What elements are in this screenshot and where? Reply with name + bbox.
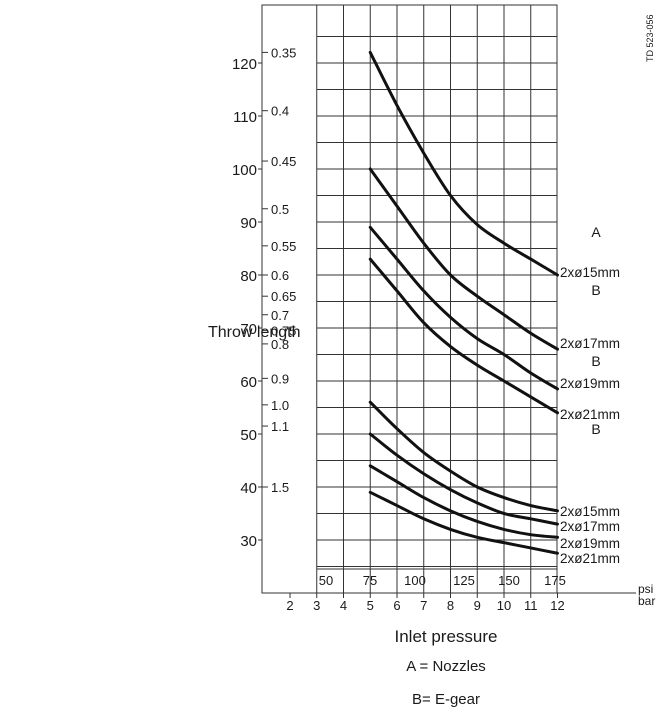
y-axis-ticks: 30 40 50 60 70 80 90 100 110 120 [232,56,262,550]
y-tick-label: 90 [240,215,257,232]
x-psi-tick-label: 100 [404,573,426,588]
secondary-tick-label: 0.5 [271,202,289,217]
secondary-tick-label: 0.9 [271,371,289,386]
x-bar-tick-label: 5 [367,598,374,613]
x-bar-tick-label: 12 [550,598,564,613]
x-bar-tick-label: 10 [497,598,511,613]
curve-a-2 [368,167,559,351]
secondary-tick-label: 0.7 [271,308,289,323]
group-label: B [591,421,600,437]
secondary-tick-label: 0.4 [271,104,289,119]
x-bar-tick-label: 8 [447,598,454,613]
y-tick-label: 120 [232,56,257,73]
secondary-tick-label: 1.0 [271,398,289,413]
group-label: B [591,282,600,298]
secondary-tick-label: 0.55 [271,239,296,254]
series-label: 2xø21mm [560,407,620,422]
x-psi-tick-label: 150 [498,573,520,588]
x-bar-tick-label: 11 [524,598,538,613]
y-tick-label: 110 [233,109,257,126]
y-tick-label: 100 [232,162,257,179]
curve-b-3 [368,464,559,539]
secondary-tick-label: 0.65 [271,289,296,304]
series-label: 2xø19mm [560,376,620,391]
secondary-tick-label: 1.1 [271,419,289,434]
y-tick-label: 50 [240,427,257,444]
legend-note-nozzles: A = Nozzles [406,658,486,675]
plot-frame [261,4,558,594]
series-label: 2xø15mm [560,504,620,519]
y-secondary-ticks: 0.35 0.4 0.45 0.5 0.55 0.6 0.65 0.70.750.8 0.9 1.… [262,45,296,495]
legend-note-egear: B= E-gear [412,691,480,708]
secondary-tick-label: 0.45 [271,154,296,169]
series-label: 2xø17mm [560,336,620,351]
y-tick-label: 80 [240,268,257,285]
x-bar-tick-label: 7 [420,598,427,613]
x-psi-tick-label: 175 [544,573,566,588]
psi-unit-label: psi [638,582,653,596]
chart-grid [261,4,636,594]
x-axis-ticks: 2 3 4 5 6 7 8 9 10 11 12 50 75 100 125 150 175 [286,573,565,613]
series-label: 2xø19mm [560,536,620,551]
y-tick-label: 60 [240,374,257,391]
secondary-tick-label: 1.5 [271,480,289,495]
group-label: A [591,224,601,240]
bar-unit-label: bar [638,594,655,608]
group-label: B [591,353,600,369]
series-label: 2xø15mm [560,265,620,280]
x-bar-tick-label: 6 [393,598,400,613]
x-bar-tick-label: 3 [313,598,320,613]
series-labels: ABBB2xø15mm2xø17mm2xø19mm2xø21mm2xø15mm2… [560,224,620,566]
curve-a-3 [368,225,559,391]
x-bar-tick-label: 9 [474,598,481,613]
x-bar-tick-label: 2 [286,598,293,613]
y-axis-title: Throw length [208,324,301,341]
document-code: TD 523-056 [645,14,655,62]
secondary-tick-label: 0.6 [271,268,289,283]
chart-curves [368,50,559,555]
y-tick-label: 70 [240,321,257,338]
series-label: 2xø21mm [560,551,620,566]
y-tick-label: 30 [240,533,257,550]
y-tick-label: 40 [240,480,257,497]
curve-a-4 [368,257,559,415]
secondary-tick-label: 0.35 [271,45,296,60]
x-bar-tick-label: 4 [340,598,347,613]
curve-b-1 [368,400,559,513]
secondary-tick-label: 0.8 [271,337,289,352]
x-psi-tick-label: 125 [453,573,475,588]
x-axis-title: Inlet pressure [394,627,498,646]
secondary-tick-label: 0.75 [271,324,296,339]
curve-b-4 [368,490,559,555]
x-psi-tick-label: 50 [319,573,333,588]
series-label: 2xø17mm [560,519,620,534]
x-psi-tick-label: 75 [363,573,377,588]
curve-b-2 [368,432,559,526]
curve-a-1 [368,50,559,277]
